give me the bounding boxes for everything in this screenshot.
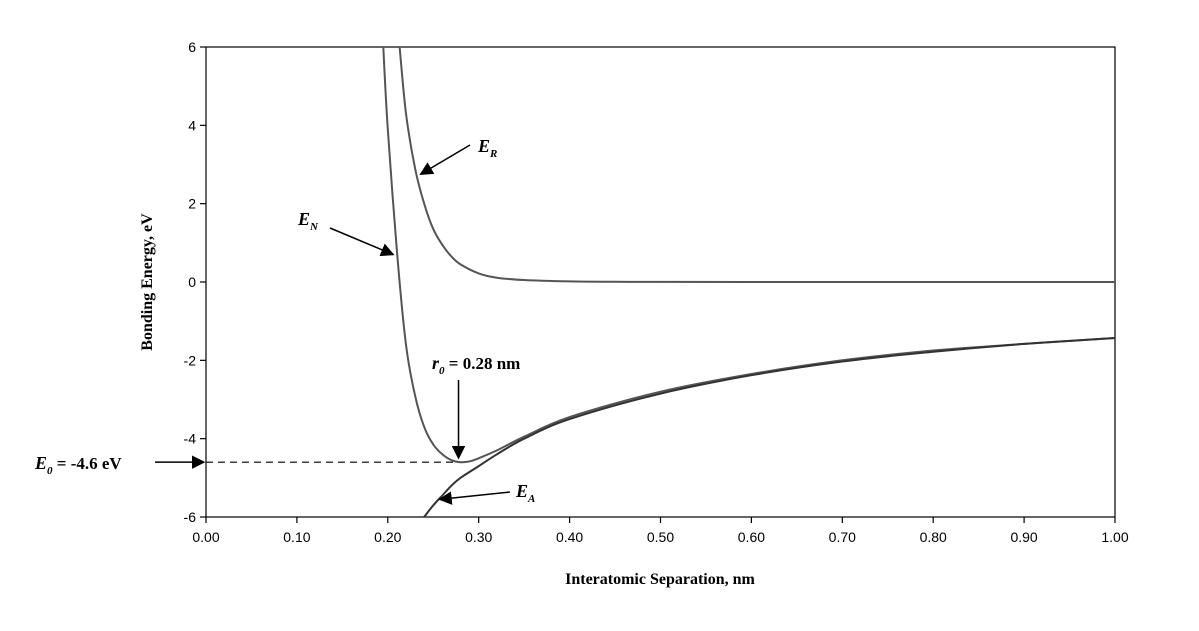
x-tick-label: 0.60: [738, 529, 765, 545]
series-line-e-r: [398, 46, 1115, 284]
x-tick-label: 0.30: [465, 529, 492, 545]
x-axis-title: Interatomic Separation, nm: [565, 571, 755, 588]
x-tick-label: 0.80: [920, 529, 947, 545]
er-label: ER: [477, 136, 497, 160]
y-tick-label: 4: [188, 117, 196, 133]
en-arrow: [329, 227, 395, 257]
y-tick-label: -4: [184, 431, 197, 447]
x-tick-label: 1.00: [1101, 529, 1128, 545]
r0-label: r0 = 0.28 nm: [432, 353, 520, 377]
e0-label: E0 = -4.6 eV: [34, 453, 122, 477]
er-arrow: [419, 144, 471, 175]
y-tick-label: -2: [184, 352, 197, 368]
y-tick-label: 6: [188, 39, 196, 55]
y-axis-title: Bonding Energy, eV: [139, 213, 156, 351]
ea-arrow: [438, 491, 511, 505]
x-tick-label: 0.00: [192, 529, 219, 545]
x-axis-ticks: 0.00 0.10 0.20 0.30 0.40 0.50 0.60 0.70 0.80 0.90…: [192, 517, 1129, 545]
y-tick-label: -6: [184, 509, 197, 525]
x-tick-label: 0.10: [283, 529, 310, 545]
series-line-e-n: [382, 46, 1116, 464]
x-tick-label: 0.70: [829, 529, 856, 545]
ea-label: EA: [515, 481, 535, 505]
series-layer: [382, 46, 1116, 518]
y-axis-ticks: 6 4 2 0 -2 -4 -6: [184, 39, 206, 525]
x-tick-label: 0.20: [374, 529, 401, 545]
y-tick-label: 0: [188, 274, 196, 290]
series-line-e-a: [423, 337, 1116, 518]
x-tick-label: 0.50: [647, 529, 674, 545]
y-tick-label: 2: [188, 196, 196, 212]
x-tick-label: 0.90: [1010, 529, 1037, 545]
x-tick-label: 0.40: [556, 529, 583, 545]
en-label: EN: [297, 209, 319, 233]
